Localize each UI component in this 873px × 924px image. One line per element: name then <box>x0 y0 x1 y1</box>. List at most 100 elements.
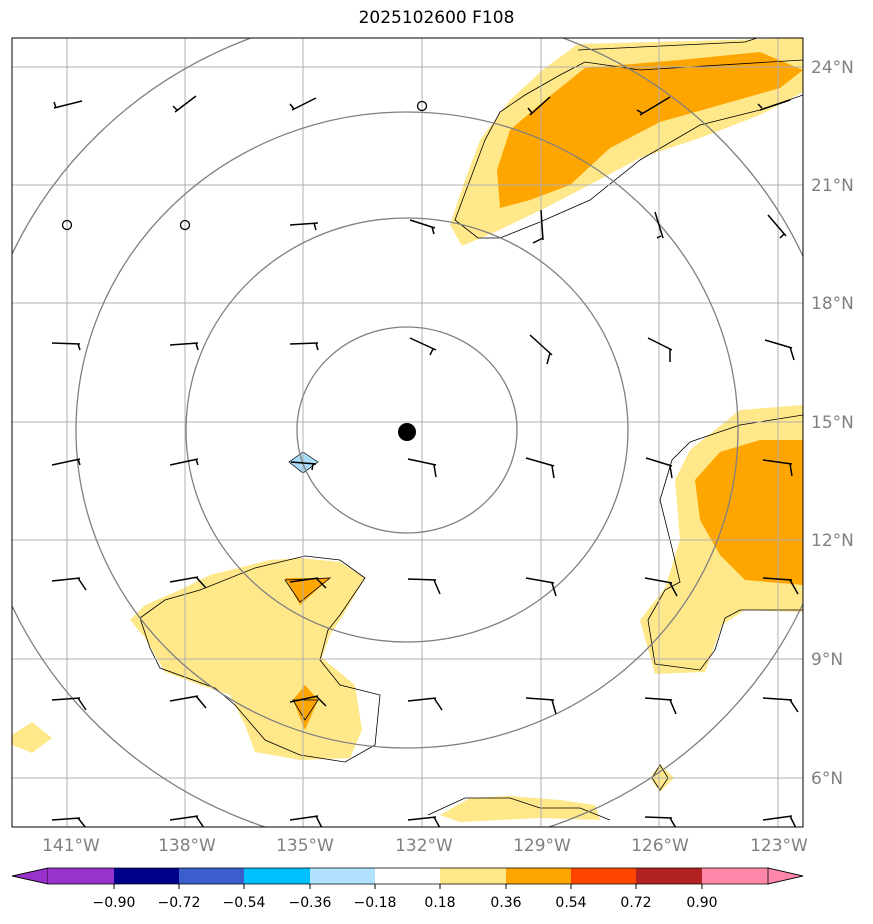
contour-orange-ne <box>497 52 803 208</box>
wind-barb <box>762 459 793 477</box>
wind-barb <box>527 96 551 116</box>
colorbar-label: −0.54 <box>223 895 266 911</box>
colorbar-label: 0.90 <box>686 895 717 911</box>
wind-barb <box>289 695 327 707</box>
wind-barb <box>169 695 207 709</box>
wind-barb <box>407 578 441 595</box>
wind-barb <box>289 577 327 589</box>
colorbar-label: −0.90 <box>93 895 136 911</box>
colorbar-label: 0.18 <box>424 895 455 911</box>
contour-orange <box>285 52 803 730</box>
wind-barb <box>762 697 799 713</box>
wind-barb <box>169 342 199 351</box>
colorbar-label: 0.54 <box>555 895 586 911</box>
colorbar-label: −0.36 <box>289 895 332 911</box>
lat-tick-label: 12°N <box>811 531 854 551</box>
wind-barb <box>529 334 553 365</box>
wind-barb <box>645 457 673 479</box>
lon-tick-label: 132°W <box>395 836 453 856</box>
wind-barb <box>407 816 441 827</box>
wind-barb <box>51 697 87 711</box>
lon-tick-label: 126°W <box>631 836 689 856</box>
wind-barb <box>169 815 205 827</box>
contour-fill-west <box>12 722 52 753</box>
wind-barb <box>525 577 557 597</box>
colorbar-segment <box>48 868 114 884</box>
wind-barb <box>757 99 791 111</box>
wind-barb <box>636 96 671 116</box>
lat-axis: 6°N 9°N 12°N 15°N 18°N 21°N 24°N <box>811 58 854 789</box>
range-ring-3 <box>75 111 739 749</box>
colorbar-label: −0.18 <box>354 895 397 911</box>
lon-tick-label: 123°W <box>750 836 808 856</box>
range-ring-1 <box>296 326 518 534</box>
colorbar-segment <box>114 868 179 884</box>
colorbar-segment <box>440 868 506 884</box>
wind-barb <box>51 458 81 466</box>
map-title: 2025102600 F108 <box>358 8 515 28</box>
wind-barb <box>762 815 797 827</box>
lon-tick-label: 135°W <box>276 836 334 856</box>
wind-barb <box>289 222 319 231</box>
colorbar <box>11 867 804 889</box>
colorbar-labels: −0.90 −0.72 −0.54 −0.36 −0.18 0.18 0.36 … <box>93 895 718 911</box>
colorbar-extend-high <box>767 867 804 885</box>
wind-barb <box>647 337 673 362</box>
wind-barb <box>525 697 557 715</box>
colorbar-segment <box>310 868 375 884</box>
wind-barb <box>532 209 544 244</box>
wind-barb <box>289 815 323 827</box>
colorbar-segment <box>702 868 768 884</box>
wind-calm <box>61 219 73 231</box>
contour-orange-sw1 <box>285 578 330 605</box>
lon-axis: 141°W 138°W 135°W 132°W 129°W 126°W 123°… <box>42 836 808 856</box>
wind-barb <box>169 576 207 589</box>
wind-barb <box>644 816 677 827</box>
range-rings <box>12 38 803 827</box>
colorbar-extend-low <box>11 867 49 885</box>
wind-barb <box>762 577 799 595</box>
lat-tick-label: 15°N <box>811 413 854 433</box>
wind-barb <box>654 211 664 239</box>
wind-barb <box>289 342 319 351</box>
colorbar-segment <box>244 868 310 884</box>
graticule <box>12 38 803 827</box>
wind-barb <box>289 97 317 111</box>
colorbar-outline <box>11 867 804 885</box>
lon-tick-label: 141°W <box>42 836 100 856</box>
colorbar-ticks <box>113 884 703 889</box>
lat-tick-label: 9°N <box>811 650 843 670</box>
colorbar-label: −0.72 <box>158 895 201 911</box>
wind-barb <box>525 457 555 479</box>
colorbar-label: 0.36 <box>490 895 521 911</box>
wind-barb <box>644 577 678 597</box>
lon-tick-label: 138°W <box>158 836 216 856</box>
wind-barb <box>409 337 437 356</box>
wind-barb <box>409 219 436 235</box>
wind-barb <box>51 817 87 827</box>
wind-barb <box>407 697 443 711</box>
lat-tick-label: 18°N <box>811 294 854 314</box>
lat-tick-label: 6°N <box>811 769 843 789</box>
colorbar-segment <box>506 868 571 884</box>
wind-barb <box>290 461 317 471</box>
colorbar-label: 0.72 <box>620 895 651 911</box>
map-frame <box>11 37 804 828</box>
colorbar-segment <box>179 868 244 884</box>
wind-barb <box>51 577 87 591</box>
colorbar-segment <box>375 868 440 884</box>
contour-orange-east <box>695 440 803 585</box>
contour-fill-south <box>440 796 600 822</box>
wind-barb <box>407 458 437 478</box>
lat-tick-label: 24°N <box>811 58 854 78</box>
lat-tick-label: 21°N <box>811 176 854 196</box>
wind-barb <box>169 458 199 466</box>
wind-barb <box>764 339 795 361</box>
wind-barbs <box>51 95 799 827</box>
wind-barb <box>644 697 677 715</box>
wind-barb <box>53 100 83 109</box>
wind-barb <box>767 214 787 239</box>
colorbar-segment <box>636 868 702 884</box>
contour-orange-sw2 <box>293 685 318 730</box>
